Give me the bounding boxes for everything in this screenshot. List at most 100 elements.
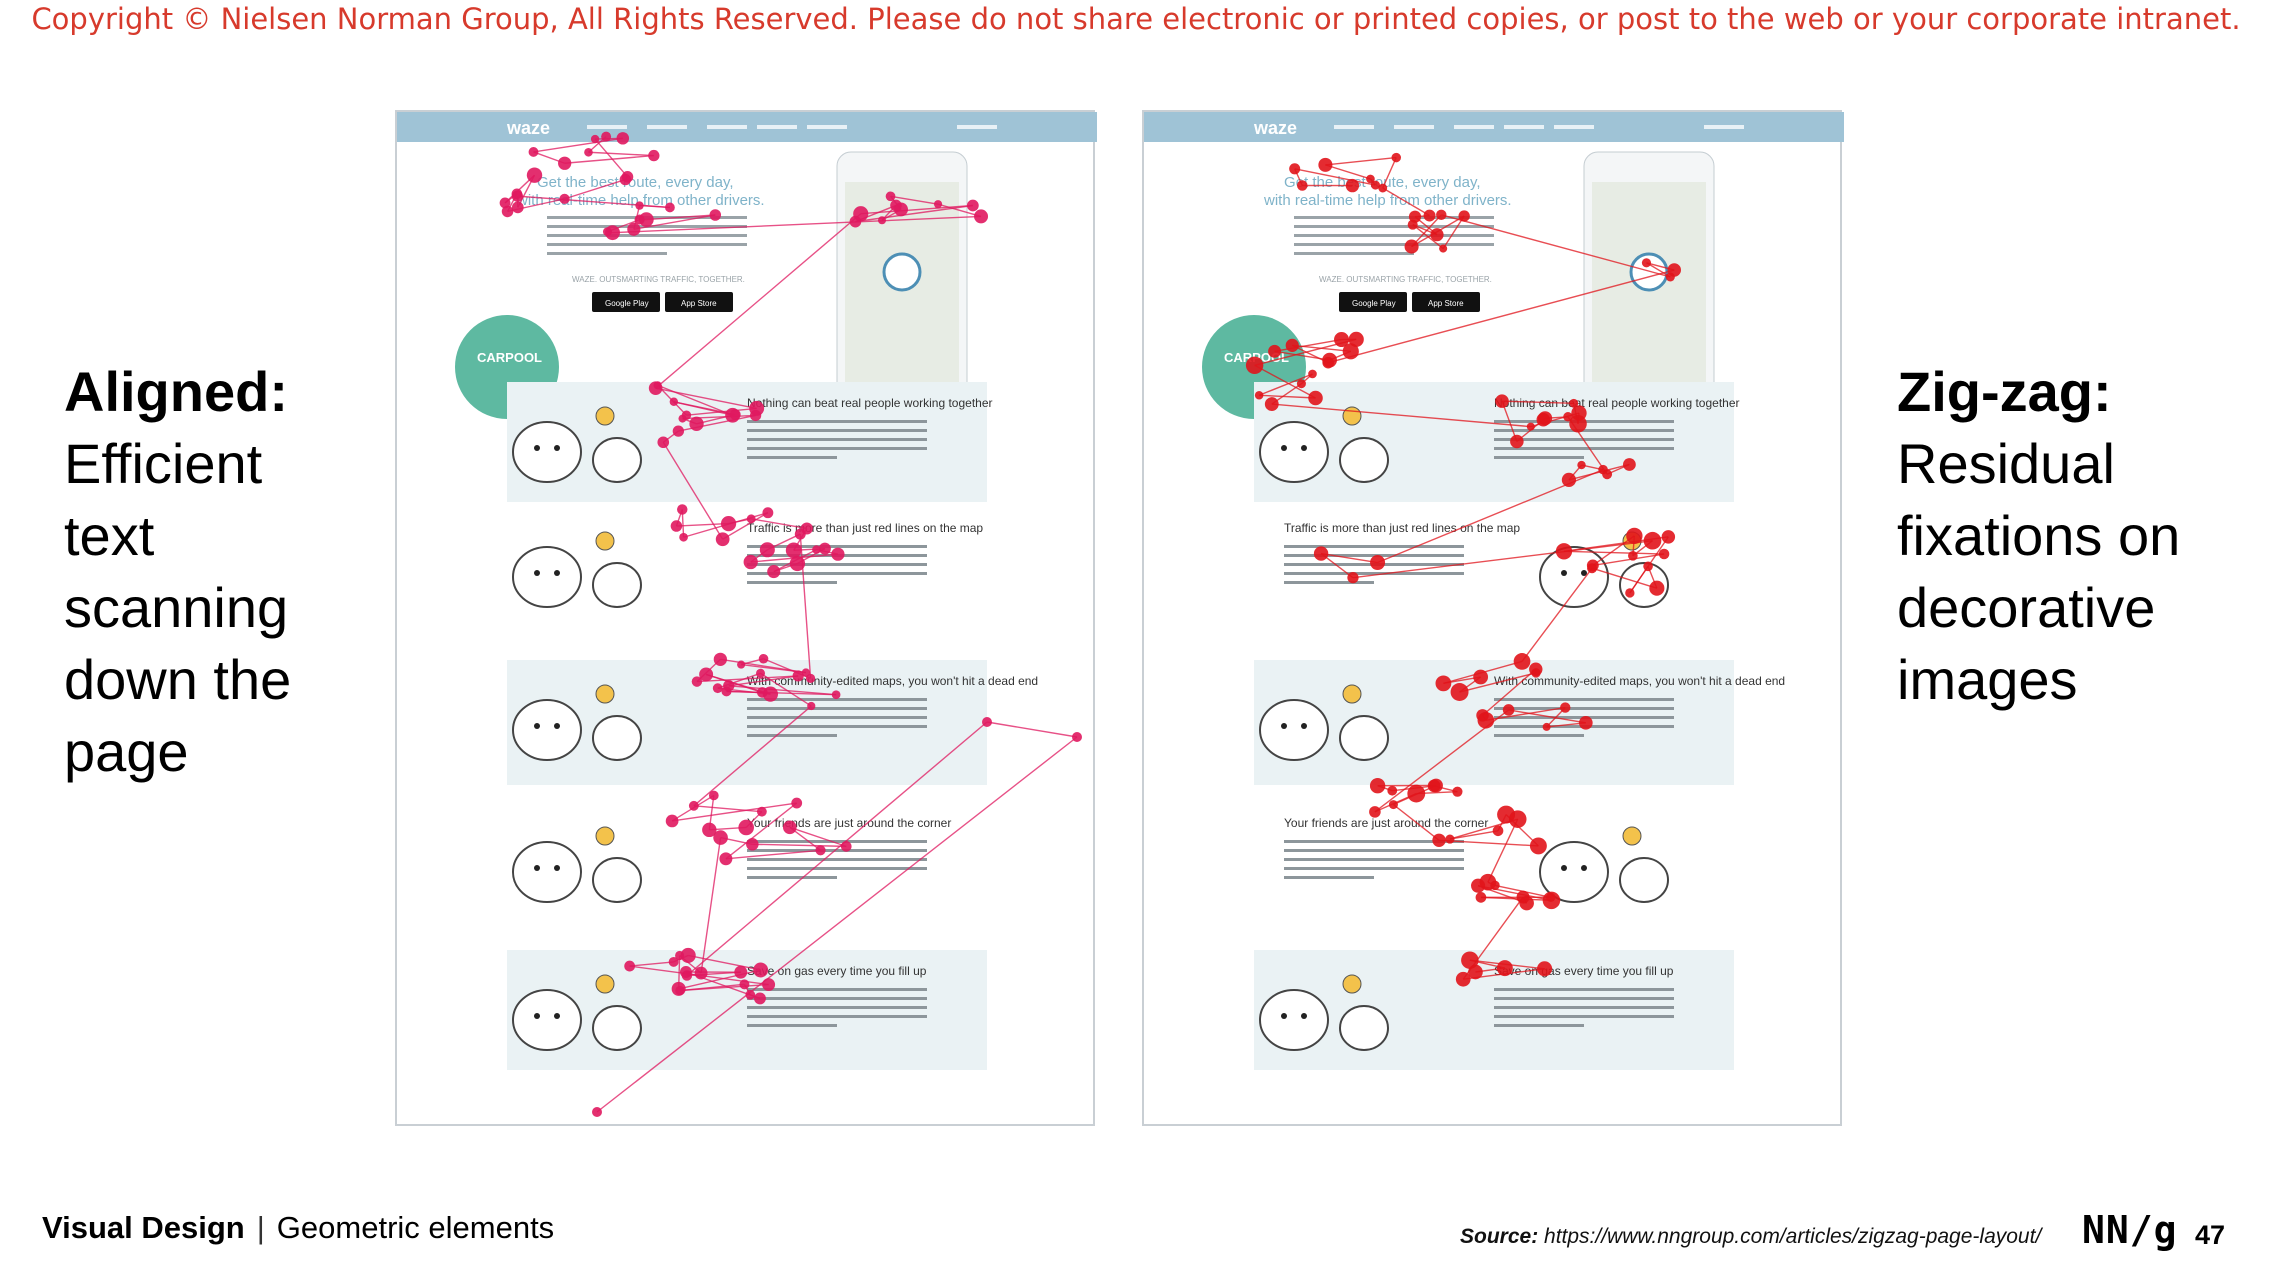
- waze-character-icon: [1339, 715, 1389, 761]
- section-body-line: [747, 725, 927, 728]
- aligned-gaze-saccade: [855, 204, 973, 223]
- aligned-gaze-fixation: [699, 667, 714, 682]
- aligned-gaze-fixation: [812, 545, 821, 554]
- waze-character-icon: [592, 1005, 642, 1051]
- zigzag-gaze-fixation: [1450, 683, 1469, 701]
- aligned-gaze-fixation: [511, 201, 524, 214]
- aligned-gaze-fixation: [762, 978, 776, 992]
- aligned-gaze-saccade: [693, 705, 812, 807]
- aligned-gaze-fixation: [974, 209, 989, 224]
- aligned-gaze-fixation: [601, 131, 612, 142]
- aligned-gaze-saccade: [696, 675, 799, 683]
- zigzag-gaze-fixation: [1347, 572, 1359, 584]
- aligned-gaze-fixation: [559, 193, 570, 204]
- section-body-line: [1494, 734, 1584, 737]
- aligned-gaze-fixation: [709, 209, 722, 221]
- zigzag-gaze-fixation: [1598, 464, 1608, 475]
- waze-character-icon: [512, 546, 582, 608]
- zigzag-gaze-fixation: [1432, 833, 1446, 847]
- zigzag-gaze-fixation: [1560, 702, 1571, 713]
- zigzag-gaze-fixation: [1322, 352, 1337, 368]
- aligned-gaze-fixation: [526, 167, 543, 183]
- zigzag-gaze-fixation: [1407, 784, 1426, 803]
- aligned-gaze-fixation: [754, 992, 766, 1005]
- aligned-gaze-fixation: [689, 416, 704, 432]
- aligned-gaze-saccade: [693, 805, 762, 813]
- aligned-gaze-fixation: [677, 504, 688, 515]
- footer-separator: |: [256, 1210, 265, 1245]
- section-body-line: [1494, 1015, 1674, 1018]
- zigzag-gaze-saccade: [1485, 706, 1566, 721]
- zigzag-gaze-fixation: [1587, 563, 1598, 574]
- zigzag-gaze-fixation: [1526, 422, 1535, 431]
- zigzag-gaze-fixation: [1569, 415, 1587, 433]
- aligned-gaze-fixation: [678, 414, 687, 423]
- aligned-gaze-saccade: [986, 721, 1078, 738]
- aligned-gaze-fixation: [712, 683, 723, 694]
- section-body-line: [1494, 429, 1674, 432]
- aligned-gaze-saccade: [655, 213, 862, 389]
- aligned-gaze-saccade: [673, 401, 736, 416]
- zigzag-gaze-saccade: [1501, 400, 1518, 442]
- section-body-line: [747, 456, 837, 459]
- zigzag-gaze-fixation: [1477, 711, 1495, 729]
- aligned-gaze-fixation: [605, 225, 620, 241]
- zigzag-gaze-saccade: [1592, 535, 1635, 566]
- zigzag-gaze-fixation: [1625, 588, 1635, 598]
- waze-character-icon: [1619, 857, 1669, 903]
- zigzag-gaze-fixation: [1667, 263, 1681, 277]
- content-section: [507, 950, 987, 1070]
- zigzag-gaze-fixation: [1366, 174, 1375, 184]
- section-body-line: [747, 438, 927, 441]
- zigzag-gaze-fixation: [1492, 825, 1504, 837]
- zigzag-gaze-fixation: [1297, 180, 1308, 191]
- waze-eye-icon: [1561, 865, 1567, 871]
- hero-body-line: [547, 243, 747, 246]
- zigzag-gaze-saccade: [1271, 403, 1531, 428]
- zigzag-gaze-fixation: [1370, 555, 1386, 571]
- app-store-label: App Store: [681, 299, 717, 308]
- zigzag-gaze-fixation: [1370, 180, 1380, 190]
- aligned-gaze-fixation: [665, 202, 675, 213]
- waze-character-icon: [1259, 989, 1329, 1051]
- zigzag-gaze-fixation: [1628, 551, 1638, 561]
- waze-character-icon: [592, 437, 642, 483]
- aligned-gaze-fixation: [782, 820, 797, 835]
- left-caption: Aligned: Efficient text scanning down th…: [64, 356, 291, 788]
- aligned-gaze-fixation: [715, 532, 730, 547]
- app-store-badge: [1412, 292, 1480, 312]
- hero-heading: with real-time help from other drivers.: [516, 192, 765, 209]
- waze-eye-icon: [1581, 570, 1587, 576]
- zigzag-gaze-saccade: [1501, 400, 1574, 404]
- aligned-gaze-fixation: [720, 515, 737, 532]
- aligned-gaze-fixation: [501, 205, 514, 218]
- aligned-gaze-fixation: [743, 554, 758, 570]
- copyright-notice: Copyright © Nielsen Norman Group, All Ri…: [31, 2, 2241, 36]
- aligned-gaze-saccade: [646, 214, 716, 221]
- tagline: WAZE. OUTSMARTING TRAFFIC, TOGETHER.: [572, 275, 745, 284]
- waze-logo: waze: [506, 118, 550, 138]
- waze-character-icon: [1339, 437, 1389, 483]
- zigzag-gaze-fixation: [1542, 722, 1551, 731]
- zigzag-gaze-fixation: [1658, 548, 1670, 560]
- waze-eye-icon: [1301, 445, 1307, 451]
- zigzag-gaze-fixation: [1439, 244, 1448, 253]
- waze-eye-icon: [1281, 1013, 1287, 1019]
- content-section: [1254, 382, 1734, 502]
- aligned-gaze-fixation: [758, 653, 769, 664]
- zigzag-gazeplot-svg: waze Get the best route, every day,with r…: [1144, 112, 1844, 1070]
- zigzag-gaze-fixation: [1345, 178, 1360, 193]
- zigzag-gaze-saccade: [1441, 214, 1671, 278]
- aligned-gaze-saccade: [596, 736, 1078, 1113]
- aligned-gaze-saccade: [688, 954, 761, 971]
- section-body-line: [1284, 840, 1464, 843]
- waze-character-icon: [512, 841, 582, 903]
- section-body-line: [747, 707, 927, 710]
- waze-eye-icon: [554, 865, 560, 871]
- google-play-label: Google Play: [605, 299, 649, 308]
- waze-eye-icon: [554, 723, 560, 729]
- aligned-gaze-fixation: [966, 199, 979, 212]
- waze-character-icon: [512, 699, 582, 761]
- section-body-line: [1284, 545, 1464, 548]
- aligned-gaze-fixation: [721, 686, 732, 697]
